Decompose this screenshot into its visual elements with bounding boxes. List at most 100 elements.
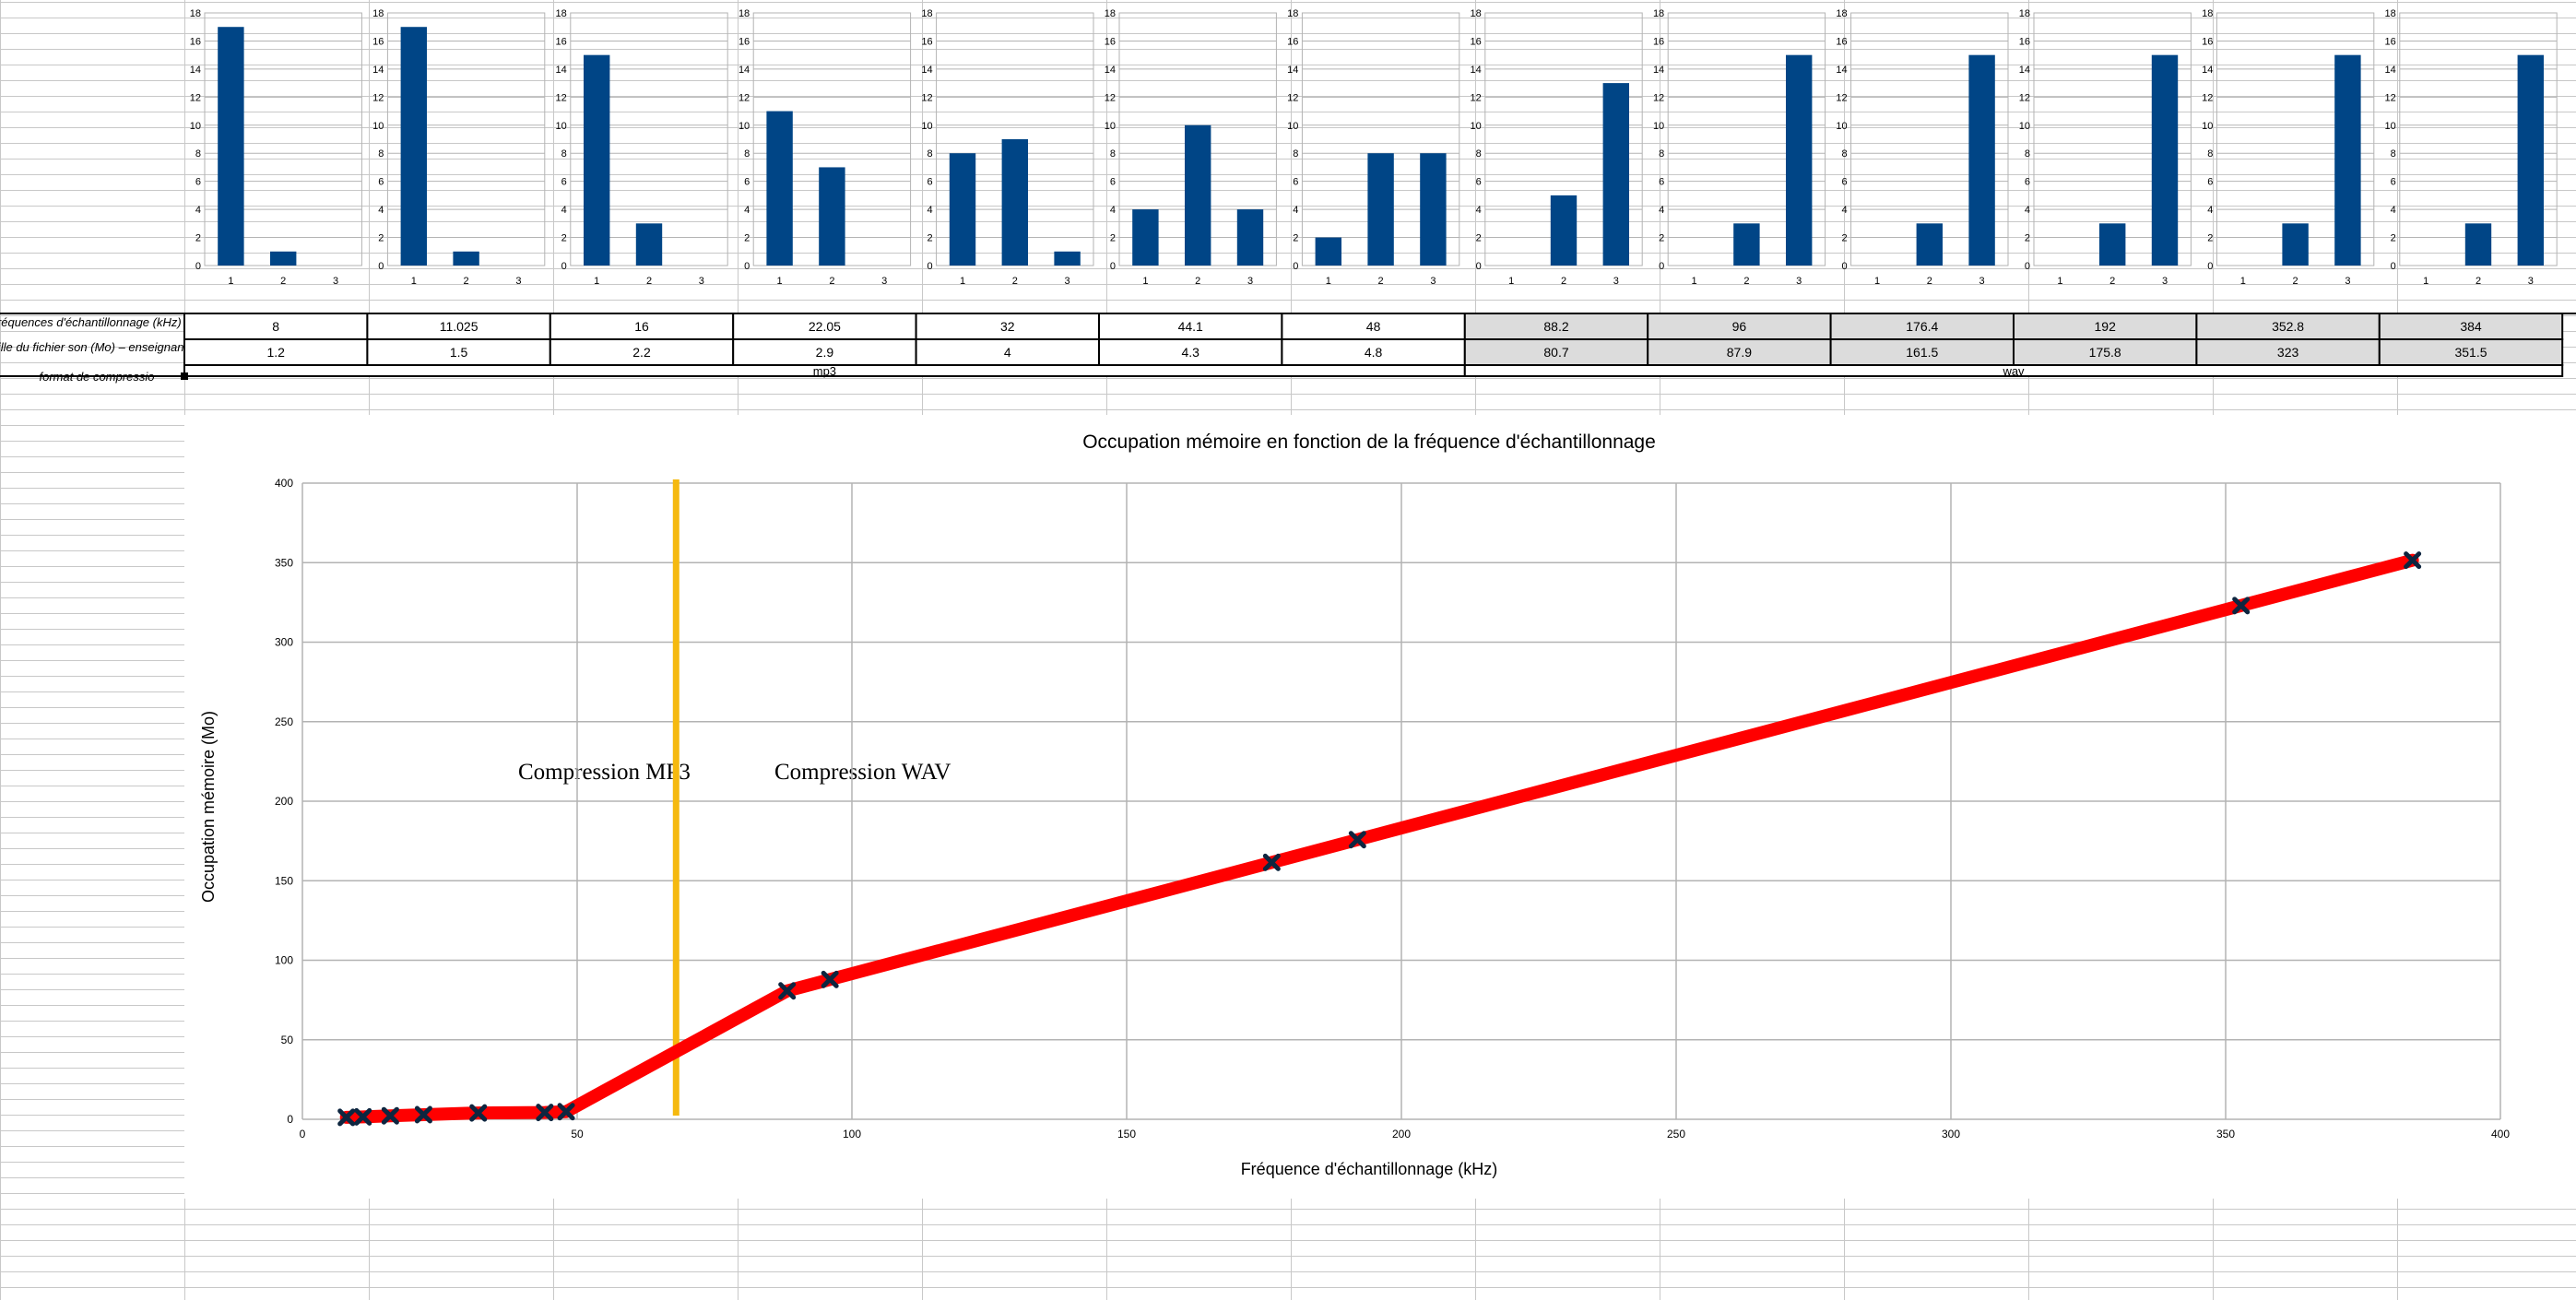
y-tick-label: 6 [1110,177,1116,188]
y-tick-label: 2 [195,233,201,244]
y-tick-label: 10 [190,121,201,132]
y-tick-label: 12 [921,92,932,103]
x-tick-label: 3 [881,276,887,287]
x-tick-label: 2 [464,276,469,287]
format-cell [1463,364,2564,377]
x-tick-label: 250 [1667,1128,1685,1140]
y-tick-label: 18 [1836,8,1847,19]
x-tick-label: 1 [228,276,233,287]
data-point-marker [414,1105,432,1124]
data-point-marker [778,982,797,1000]
y-tick-label: 10 [1471,121,1482,132]
y-tick-label: 2 [1841,233,1847,244]
y-tick-label: 2 [927,233,932,244]
x-tick-label: 1 [1874,276,1880,287]
y-tick-label: 10 [2385,121,2396,132]
y-tick-label: 14 [739,65,750,76]
y-tick-label: 8 [2391,148,2396,160]
bar [1001,139,1028,266]
x-tick-label: 400 [2491,1128,2510,1140]
y-tick-label: 18 [1653,8,1664,19]
y-tick-label: 16 [1471,36,1482,47]
y-tick-label: 16 [1105,36,1116,47]
y-tick-label: 10 [2019,121,2030,132]
x-tick-label: 150 [1117,1128,1136,1140]
y-tick-label: 8 [195,148,201,160]
data-point-marker [337,1108,356,1127]
y-tick-label: 16 [1653,36,1664,47]
y-tick-label: 16 [1836,36,1847,47]
y-tick-label: 14 [2202,65,2213,76]
bar [218,27,244,266]
frequency-cell: 88.2 [1543,319,1568,334]
bar [2517,54,2544,266]
y-tick-label: 2 [1659,233,1664,244]
x-tick-label: 1 [2240,276,2246,287]
y-tick-label: 2 [561,233,567,244]
y-tick-label: 4 [2391,205,2396,216]
y-tick-label: 2 [2391,233,2396,244]
y-tick-label: 6 [561,177,567,188]
size-cell: 2.2 [632,345,651,360]
y-tick-label: 2 [1110,233,1116,244]
y-tick-label: 16 [921,36,932,47]
y-tick-label: 12 [2202,92,2213,103]
annotation-wav: Compression WAV [774,760,951,785]
frequency-cell: 192 [2095,319,2117,334]
y-tick-label: 8 [1841,148,1847,160]
y-tick-label: 18 [556,8,567,19]
data-point-marker [469,1104,488,1122]
y-tick-label: 18 [1105,8,1116,19]
x-tick-label: 2 [1743,276,1749,287]
data-point-marker [536,1104,554,1122]
y-tick-label: 50 [281,1034,294,1046]
frequency-cell: 44.1 [1178,319,1203,334]
size-cell: 4.8 [1365,345,1383,360]
x-tick-label: 2 [829,276,834,287]
x-tick-label: 2 [2476,276,2481,287]
row-header-size: taille du fichier son (Mo) – enseignant [0,340,188,354]
bar [1916,223,1943,266]
y-tick-label: 2 [378,233,384,244]
x-tick-label: 1 [2423,276,2428,287]
y-tick-label: 250 [275,715,293,728]
size-cell: 323 [2277,345,2299,360]
size-cell: 1.5 [450,345,468,360]
y-tick-label: 4 [1659,205,1664,216]
y-tick-label: 8 [744,148,750,160]
format-label: mp3 [813,364,836,378]
y-tick-label: 12 [1471,92,1482,103]
y-tick-label: 10 [556,121,567,132]
y-tick-label: 0 [1110,261,1116,272]
frequency-cell: 352.8 [2272,319,2304,334]
y-tick-label: 16 [2019,36,2030,47]
y-tick-label: 0 [927,261,932,272]
table-cell [183,338,369,366]
y-tick-label: 12 [190,92,201,103]
y-tick-label: 0 [287,1113,293,1126]
x-tick-label: 3 [1430,276,1436,287]
x-tick-label: 3 [333,276,338,287]
y-tick-label: 0 [2391,261,2396,272]
frequency-cell: 32 [1000,319,1015,334]
y-tick-label: 8 [1293,148,1298,160]
x-tick-label: 3 [1613,276,1619,287]
x-tick-label: 1 [411,276,417,287]
y-tick-label: 0 [1476,261,1482,272]
y-tick-label: 6 [378,177,384,188]
size-cell: 2.9 [816,345,834,360]
table-cell [1281,313,1466,340]
y-tick-label: 0 [378,261,384,272]
x-tick-label: 2 [646,276,652,287]
x-tick-label: 50 [571,1128,584,1140]
y-tick-label: 14 [921,65,932,76]
x-tick-label: 200 [1392,1128,1411,1140]
data-point-marker [2404,551,2422,570]
table-cell [1098,313,1283,340]
data-point-marker [2232,597,2251,615]
bar [2334,54,2361,266]
bar [1550,195,1578,266]
size-cell: 4 [1004,345,1011,360]
